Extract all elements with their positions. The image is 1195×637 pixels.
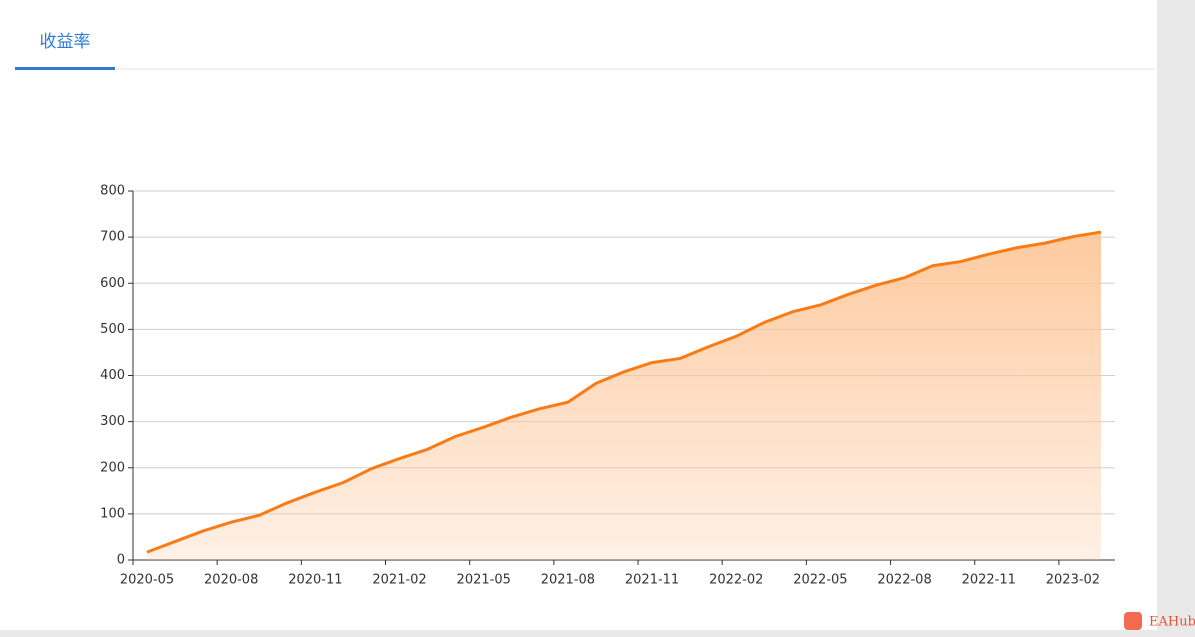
- x-tick-label: 2020-11: [288, 573, 342, 588]
- x-tick-label: 2021-05: [457, 573, 511, 588]
- x-tick-label: 2023-02: [1046, 573, 1100, 588]
- y-tick-label: 400: [100, 368, 125, 383]
- x-tick-label: 2020-08: [204, 573, 258, 588]
- y-tick-label: 700: [100, 230, 125, 245]
- x-tick-label: 2021-08: [541, 573, 595, 588]
- line: [146, 230, 1102, 554]
- watermark-icon: [1124, 612, 1142, 630]
- x-tick-label: 2022-11: [962, 573, 1016, 588]
- y-tick-label: 100: [100, 506, 125, 521]
- x-tick-label: 2020-05: [120, 573, 174, 588]
- y-tick-label: 300: [100, 414, 125, 429]
- y-tick-label: 800: [100, 184, 125, 199]
- x-tick-label: 2021-11: [625, 573, 679, 588]
- x-tick-label: 2022-08: [877, 573, 931, 588]
- x-tick-label: 2021-02: [372, 573, 426, 588]
- watermark: EAHub: [1149, 615, 1195, 630]
- tab-title[interactable]: 收益率: [40, 32, 91, 52]
- y-tick-label: 200: [100, 460, 125, 475]
- y-tick-label: 500: [100, 322, 125, 337]
- x-tick-label: 2022-02: [709, 573, 763, 588]
- x-tick-label: 2022-05: [793, 573, 847, 588]
- plot: 0 100 200 300 400 500 600 700 800 2020-05 2020-08 2…: [100, 184, 1115, 588]
- y-tick-label: 0: [117, 553, 125, 568]
- area: [147, 232, 1101, 560]
- y-tick-label: 600: [100, 276, 125, 291]
